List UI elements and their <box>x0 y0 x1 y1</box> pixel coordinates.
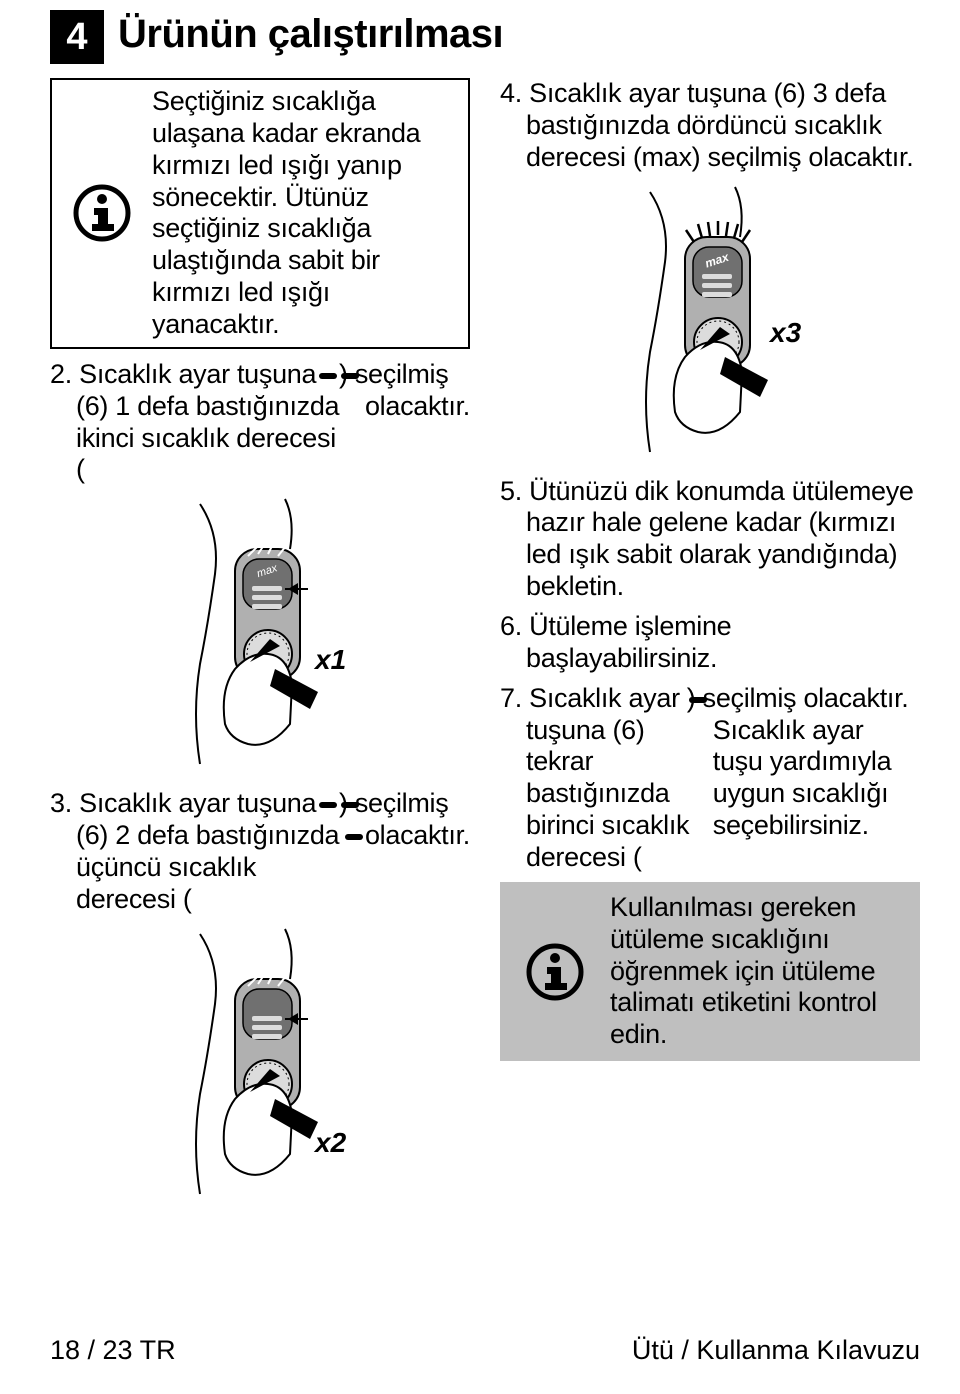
footer-doc-title: Ütü / Kullanma Kılavuzu <box>632 1335 920 1366</box>
right-column: 4. Sıcaklık ayar tuşuna (6) 3 defa bastı… <box>500 78 920 1218</box>
info-icon <box>525 942 585 1002</box>
illustration-x2: x2 <box>140 924 380 1204</box>
illustration-x1-wrap: max x1 <box>50 494 470 774</box>
step-7-text-post: ) seçilmiş olacaktır. Sıcaklık ayar tuşu… <box>713 683 920 874</box>
step-4: 4. Sıcaklık ayar tuşuna (6) 3 defa bastı… <box>500 78 920 174</box>
step-6: 6. Ütüleme işlemine başlayabilirsiniz. <box>500 611 920 675</box>
info-icon <box>72 183 132 243</box>
info-icon-cell-2 <box>500 942 610 1002</box>
step-5: 5. Ütünüzü dik konumda ütülemeye hazır h… <box>500 476 920 603</box>
info-text-2: Kullanılması gereken ütüleme sıcaklığını… <box>610 882 920 1061</box>
page: 4 Ürünün çalıştırılması Seçtiğiniz sıcak… <box>0 0 960 1394</box>
section-header: 4 Ürünün çalıştırılması <box>50 10 920 64</box>
illus-label-x2: x2 <box>313 1127 347 1158</box>
step-4-text: 4. Sıcaklık ayar tuşuna (6) 3 defa bastı… <box>526 78 920 174</box>
illustration-x1: max x1 <box>140 494 380 774</box>
step-2-text-pre: 2. Sıcaklık ayar tuşuna (6) 1 defa bastı… <box>76 359 343 486</box>
step-2-text-post: ) seçilmiş olacaktır. <box>365 359 470 486</box>
illustration-x3-wrap: max x3 <box>500 182 920 462</box>
columns: Seçtiğiniz sıcaklığa ulaşana kadar ekran… <box>50 78 920 1218</box>
info-box-2: Kullanılması gereken ütüleme sıcaklığını… <box>500 882 920 1061</box>
step-3-text-post: ) seçilmiş olacaktır. <box>365 788 470 915</box>
illustration-x2-wrap: x2 <box>50 924 470 1204</box>
illus-label-x3: x3 <box>768 317 802 348</box>
section-number: 4 <box>66 16 87 59</box>
info-icon-cell <box>52 183 152 243</box>
step-3: 3. Sıcaklık ayar tuşuna (6) 2 defa bastı… <box>50 788 470 915</box>
footer: 18 / 23 TR Ütü / Kullanma Kılavuzu <box>50 1335 920 1366</box>
step-5-text: 5. Ütünüzü dik konumda ütülemeye hazır h… <box>526 476 920 603</box>
section-title: Ürünün çalıştırılması <box>118 10 503 54</box>
step-3-text-pre: 3. Sıcaklık ayar tuşuna (6) 2 defa bastı… <box>76 788 343 915</box>
step-6-text: 6. Ütüleme işlemine başlayabilirsiniz. <box>526 611 920 675</box>
info-text-1: Seçtiğiniz sıcaklığa ulaşana kadar ekran… <box>152 80 468 347</box>
step-2: 2. Sıcaklık ayar tuşuna (6) 1 defa bastı… <box>50 359 470 486</box>
section-number-box: 4 <box>50 10 104 64</box>
step-7: 7. Sıcaklık ayar tuşuna (6) tekrar bastı… <box>500 683 920 874</box>
left-column: Seçtiğiniz sıcaklığa ulaşana kadar ekran… <box>50 78 470 1218</box>
footer-page-number: 18 / 23 TR <box>50 1335 176 1366</box>
illus-label-x1: x1 <box>313 644 346 675</box>
step-7-text-pre: 7. Sıcaklık ayar tuşuna (6) tekrar bastı… <box>526 683 713 874</box>
info-box-1: Seçtiğiniz sıcaklığa ulaşana kadar ekran… <box>50 78 470 349</box>
illustration-x3: max x3 <box>590 182 830 462</box>
